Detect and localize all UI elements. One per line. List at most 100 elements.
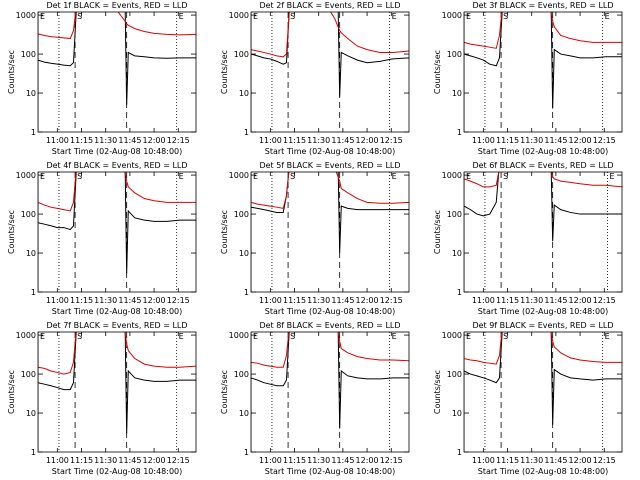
y-tick-label: 1000 [16, 331, 36, 340]
panel-title: Det 1f BLACK = Events, RED = LLD [46, 1, 187, 10]
x-tick-label: 12:00 [356, 296, 379, 305]
marker-label: E [179, 332, 184, 341]
marker-label: E [466, 332, 471, 341]
panel-title: Det 3f BLACK = Events, RED = LLD [472, 1, 613, 10]
y-tick-label: 1000 [229, 171, 249, 180]
y-tick-label: 1000 [442, 331, 462, 340]
y-axis-label: Counts/sec [7, 370, 16, 414]
y-axis-label: Counts/sec [7, 210, 16, 254]
series-line [251, 172, 409, 209]
panel-title: Det 5f BLACK = Events, RED = LLD [259, 161, 400, 170]
y-tick-label: 100 [21, 210, 36, 219]
y-tick-label: 1 [457, 128, 462, 137]
y-tick-label: 100 [447, 50, 462, 59]
series-line [251, 12, 409, 58]
x-axis-label: Start Time (02-Aug-08 10:48:00) [478, 147, 609, 156]
x-tick-label: 12:15 [167, 456, 190, 465]
y-tick-label: 10 [239, 89, 249, 98]
x-axis-label: Start Time (02-Aug-08 10:48:00) [52, 147, 183, 156]
y-tick-label: 10 [26, 89, 36, 98]
marker-label: E [253, 172, 258, 181]
plot-frame [37, 331, 197, 453]
y-tick-label: 100 [21, 50, 36, 59]
y-tick-label: 100 [234, 50, 249, 59]
plot-frame [463, 331, 623, 453]
series-line [464, 332, 622, 425]
x-axis-label: Start Time (02-Aug-08 10:48:00) [265, 147, 396, 156]
x-tick-label: 12:15 [593, 136, 616, 145]
x-tick-label: 12:15 [167, 136, 190, 145]
plot-area [38, 332, 196, 452]
series-line [38, 12, 196, 40]
x-tick-label: 11:45 [544, 136, 567, 145]
marker-label: E [179, 12, 184, 21]
series-line [251, 332, 409, 429]
x-tick-label: 11:30 [520, 296, 543, 305]
panel-title: Det 9f BLACK = Events, RED = LLD [472, 321, 613, 330]
x-tick-label: 11:15 [70, 296, 93, 305]
x-axis-label: Start Time (02-Aug-08 10:48:00) [265, 307, 396, 316]
marker-label: S [503, 12, 508, 21]
y-tick-label: 100 [234, 370, 249, 379]
series-line [464, 172, 622, 242]
x-tick-label: 11:15 [496, 456, 519, 465]
panel-title: Det 7f BLACK = Events, RED = LLD [46, 321, 187, 330]
x-tick-label: 11:45 [118, 296, 141, 305]
x-tick-label: 11:45 [331, 456, 354, 465]
x-tick-label: 11:15 [70, 136, 93, 145]
marker-label: S [77, 172, 82, 181]
panel-title: Det 2f BLACK = Events, RED = LLD [259, 1, 400, 10]
panel: Det 4f BLACK = Events, RED = LLD Start Ti… [7, 161, 197, 316]
y-tick-label: 1000 [229, 11, 249, 20]
plot-frame [463, 11, 623, 133]
x-tick-label: 12:00 [356, 456, 379, 465]
plot-frame [250, 171, 410, 293]
x-tick-label: 11:00 [46, 456, 69, 465]
y-tick-label: 100 [21, 370, 36, 379]
marker-label: E [466, 12, 471, 21]
marker-label: S [503, 172, 508, 181]
y-tick-label: 1000 [442, 171, 462, 180]
x-tick-label: 11:45 [544, 296, 567, 305]
panel: Det 9f BLACK = Events, RED = LLD Start Ti… [433, 321, 623, 476]
x-tick-label: 11:00 [46, 136, 69, 145]
series-line [38, 332, 196, 375]
series-line [38, 172, 196, 212]
marker-label: E [392, 12, 397, 21]
marker-label: S [77, 332, 82, 341]
y-tick-label: 10 [452, 249, 462, 258]
plot-area [38, 172, 196, 292]
y-tick-label: 10 [452, 89, 462, 98]
x-tick-label: 11:00 [472, 136, 495, 145]
x-axis-label: Start Time (02-Aug-08 10:48:00) [52, 467, 183, 476]
x-tick-label: 11:45 [118, 456, 141, 465]
y-tick-label: 1 [244, 128, 249, 137]
x-tick-label: 12:00 [356, 136, 379, 145]
x-tick-label: 11:30 [307, 136, 330, 145]
x-tick-label: 11:15 [496, 136, 519, 145]
marker-label: E [253, 332, 258, 341]
x-tick-label: 12:00 [569, 296, 592, 305]
x-tick-label: 12:15 [380, 296, 403, 305]
x-tick-label: 12:15 [593, 456, 616, 465]
plot-area [251, 12, 409, 132]
x-tick-label: 11:30 [94, 296, 117, 305]
marker-label: E [392, 172, 397, 181]
y-tick-label: 10 [239, 249, 249, 258]
y-axis-label: Counts/sec [433, 210, 442, 254]
panel: Det 6f BLACK = Events, RED = LLD Start Ti… [433, 161, 623, 316]
y-tick-label: 1 [457, 288, 462, 297]
y-tick-label: 1 [457, 448, 462, 457]
x-tick-label: 12:00 [143, 136, 166, 145]
y-tick-label: 10 [452, 409, 462, 418]
y-axis-label: Counts/sec [7, 50, 16, 94]
panel-title: Det 4f BLACK = Events, RED = LLD [46, 161, 187, 170]
y-tick-label: 100 [447, 210, 462, 219]
plot-area [464, 172, 622, 292]
panel: Det 7f BLACK = Events, RED = LLD Start Ti… [7, 321, 197, 476]
x-tick-label: 11:15 [283, 136, 306, 145]
marker-label: E [605, 12, 610, 21]
plot-area [251, 332, 409, 452]
plot-area [464, 12, 622, 132]
x-tick-label: 12:00 [143, 456, 166, 465]
